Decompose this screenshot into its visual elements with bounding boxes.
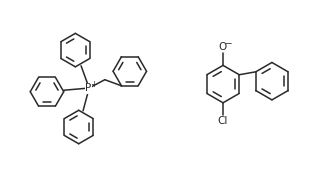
Text: Cl: Cl: [218, 115, 228, 125]
Text: −: −: [224, 38, 232, 47]
Text: +: +: [90, 80, 97, 89]
Text: O: O: [218, 42, 226, 52]
Text: P: P: [85, 83, 91, 93]
